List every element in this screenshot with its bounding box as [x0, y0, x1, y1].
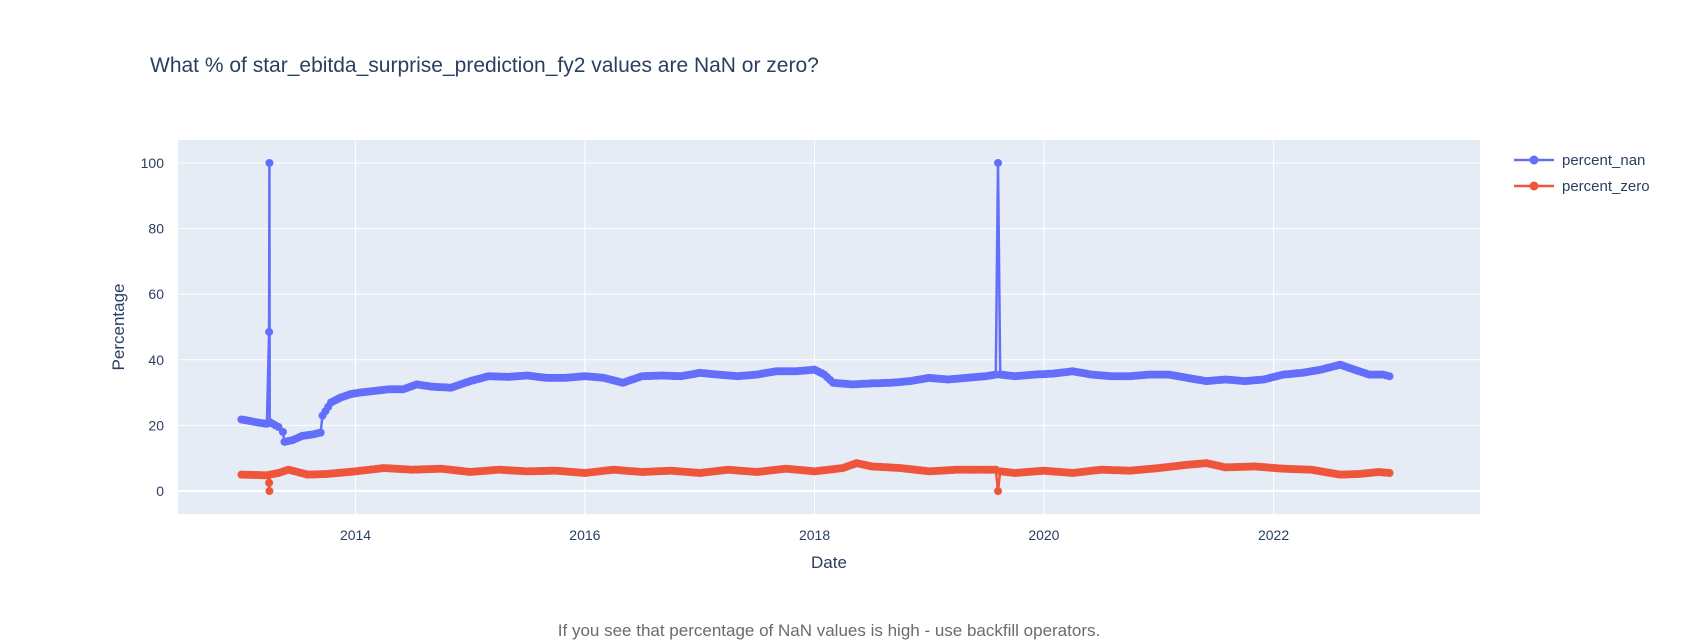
- data-point: [265, 478, 274, 487]
- plot-area: [178, 140, 1480, 514]
- data-point: [265, 487, 274, 496]
- legend-item-percent_zero[interactable]: percent_zero: [1514, 178, 1650, 195]
- y-tick-label: 100: [141, 155, 165, 171]
- y-tick-label: 0: [156, 483, 164, 499]
- legend-marker: [1529, 181, 1539, 191]
- series-percent_nan: [237, 158, 1394, 446]
- data-point: [1385, 372, 1394, 381]
- legend-marker: [1529, 155, 1539, 165]
- data-point: [1385, 468, 1394, 477]
- x-tick-label: 2020: [1028, 527, 1059, 543]
- series-percent_zero: [237, 459, 1394, 496]
- y-axis-title: Percentage: [109, 284, 128, 371]
- legend-label: percent_zero: [1562, 178, 1650, 195]
- x-tick-label: 2014: [340, 527, 371, 543]
- y-tick-label: 20: [148, 417, 164, 433]
- x-axis-ticks: 2014 2016 2018 2020 2022: [340, 527, 1289, 543]
- x-tick-label: 2022: [1258, 527, 1289, 543]
- legend[interactable]: percent_nan percent_zero: [1514, 152, 1650, 195]
- y-tick-label: 60: [148, 286, 164, 302]
- x-axis-title: Date: [811, 553, 847, 572]
- legend-label: percent_nan: [1562, 152, 1645, 169]
- x-tick-label: 2016: [569, 527, 600, 543]
- y-tick-label: 40: [148, 352, 164, 368]
- data-point: [316, 428, 325, 437]
- data-point: [994, 487, 1003, 496]
- footnote: If you see that percentage of NaN values…: [558, 621, 1100, 640]
- data-point: [265, 158, 274, 167]
- y-tick-label: 80: [148, 221, 164, 237]
- x-tick-label: 2018: [799, 527, 830, 543]
- series-layer: [237, 158, 1394, 496]
- grid-lines: [178, 140, 1480, 514]
- data-point: [278, 427, 287, 436]
- data-point: [994, 158, 1003, 167]
- chart-title: What % of star_ebitda_surprise_predictio…: [150, 54, 819, 77]
- y-axis-ticks: 0 20 40 60 80 100: [141, 155, 165, 499]
- data-point: [265, 327, 274, 336]
- legend-item-percent_nan[interactable]: percent_nan: [1514, 152, 1645, 169]
